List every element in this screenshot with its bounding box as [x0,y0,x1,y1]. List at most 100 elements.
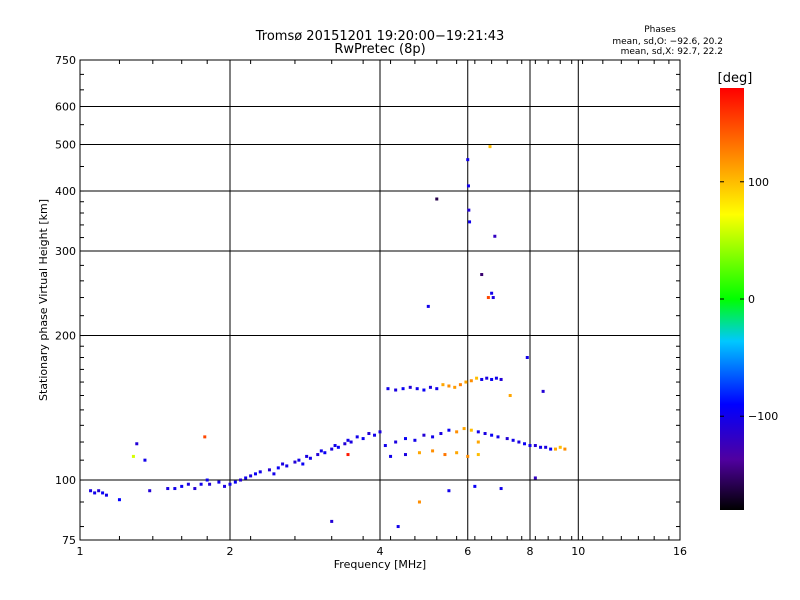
data-points [89,145,567,529]
data-point [493,234,497,238]
data-point [541,389,545,393]
data-point [316,453,320,457]
data-point [422,388,426,392]
data-point [361,437,365,441]
data-point [435,387,439,391]
x-tick-label: 6 [464,545,471,558]
data-point [494,376,498,380]
data-point [483,432,487,436]
data-point [485,376,489,380]
data-point [480,273,484,277]
y-tick-label: 500 [55,139,76,152]
data-point [396,525,400,529]
data-point [101,491,105,495]
data-point [217,480,221,484]
data-point [199,482,203,486]
data-point [553,447,557,451]
data-point [544,445,548,449]
data-point [447,489,451,493]
data-point [336,445,340,449]
y-axis-label: Stationary phase Virtual Height [km] [37,199,50,401]
data-point [467,208,471,212]
data-point [523,442,527,446]
data-point [333,444,337,448]
plot-area [79,59,681,541]
data-point [305,454,309,458]
data-point [143,458,147,462]
data-point [563,447,567,451]
data-point [301,462,305,466]
data-point [475,376,479,380]
data-point [496,435,500,439]
data-point [203,435,207,439]
data-point [355,435,359,439]
data-point [367,432,371,436]
data-point [403,437,407,441]
data-point [549,447,553,451]
data-point [466,454,470,458]
x-axis-label: Frequency [MHz] [334,558,426,571]
data-point [97,489,101,493]
data-point [441,383,445,387]
data-point [180,484,184,488]
data-point [228,482,232,486]
data-point [491,296,495,300]
x-tick-label: 8 [527,545,534,558]
data-point [330,519,334,523]
data-point [528,444,532,448]
data-point [490,291,494,295]
data-point [173,487,177,491]
data-point [428,385,432,389]
chart-subtitle: RwPretec (8p) [334,42,425,57]
x-tick-label: 10 [571,545,585,558]
data-point [431,449,435,453]
data-point [458,383,462,387]
y-tick-label: 100 [55,474,76,487]
colorbar-tick-label: 100 [748,176,769,189]
data-point [426,304,430,308]
data-point [131,454,135,458]
data-point [511,438,515,442]
data-point [508,394,512,398]
data-point [267,468,271,472]
data-point [186,482,190,486]
data-point [193,487,197,491]
data-point [468,220,472,224]
data-point [469,379,473,383]
data-point [533,444,537,448]
data-point [394,440,398,444]
y-tick-labels: 75 100 200 300 400 500 600 750 [55,54,76,547]
data-point [469,428,473,432]
x-tick-labels: 1 2 4 6 8 10 16 [77,545,688,558]
data-point [104,493,108,497]
data-point [435,197,439,201]
x-tick-label: 16 [673,545,687,558]
data-point [323,451,327,455]
data-point [417,451,421,455]
data-point [408,385,412,389]
data-point [223,484,227,488]
data-point [89,489,93,493]
data-point [249,474,253,478]
colorbar-label: [deg] [718,71,753,86]
data-point [476,440,480,444]
stats-heading: Phases [644,25,676,35]
data-point [276,466,280,470]
data-point [285,464,289,468]
data-point [383,444,387,448]
stats-o-mode: mean, sd,O: −92.6, 20.2 [612,37,723,47]
data-point [258,470,262,474]
data-point [422,433,426,437]
data-point [208,482,212,486]
data-point [297,458,301,462]
x-tick-label: 4 [377,545,384,558]
data-point [533,476,537,480]
data-point [455,430,459,434]
data-point [401,387,405,391]
data-point [473,484,477,488]
data-point [517,440,521,444]
y-tick-label: 300 [55,245,76,258]
data-point [330,447,334,451]
chart-title: Tromsø 20151201 19:20:00−19:21:43 [255,29,505,44]
